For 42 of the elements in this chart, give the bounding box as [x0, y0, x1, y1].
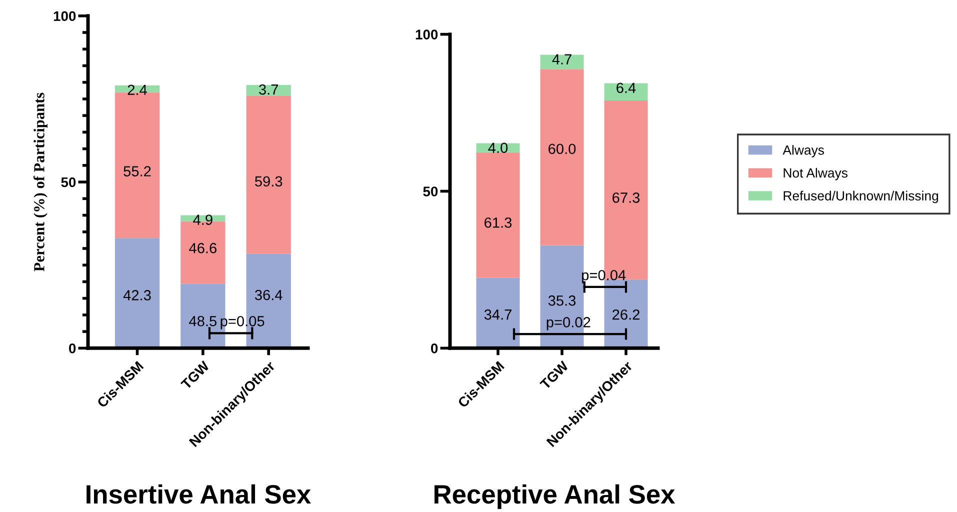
- annotation: 6.4: [616, 82, 636, 94]
- annotation: 61.3: [484, 217, 512, 228]
- y-axis-title: Percent (%) of Participants: [33, 92, 48, 272]
- annotation: 67.3: [612, 192, 640, 203]
- bar: [476, 152, 520, 278]
- annotation: p=0.04: [582, 270, 626, 284]
- annotation: 55.2: [124, 166, 151, 176]
- legend-label: Not Always: [784, 168, 848, 180]
- annotation: 59.3: [254, 176, 282, 187]
- annotation: 4.0: [488, 142, 508, 153]
- annotation: 3.7: [259, 84, 278, 95]
- annotation: 46.6: [189, 242, 216, 254]
- y-tick-label: 0: [431, 343, 438, 354]
- y-tick-label: 50: [61, 177, 76, 188]
- annotation: 26.2: [612, 309, 640, 320]
- annotation: p=0.02: [546, 317, 590, 330]
- bar: [540, 54, 584, 70]
- bar: [476, 143, 520, 152]
- annotation: 34.7: [484, 309, 512, 320]
- annotation: 36.4: [254, 290, 282, 300]
- annotation: 60.0: [548, 144, 576, 154]
- y-tick-label: 50: [423, 186, 438, 196]
- legend-label: Refused/Unknown/Missing: [784, 190, 938, 204]
- annotation: 35.3: [548, 295, 576, 306]
- text: Receptive Anal Sex: [434, 484, 676, 509]
- text: Insertive Anal Sex: [86, 484, 311, 504]
- annotation: 2.4: [128, 84, 147, 95]
- bar: [476, 278, 520, 348]
- bar: [246, 96, 291, 254]
- y-tick-label: 0: [69, 343, 76, 354]
- bar: [540, 69, 584, 246]
- bar: [114, 238, 160, 348]
- y-tick-label: 100: [54, 11, 76, 22]
- annotation: 42.3: [123, 290, 151, 300]
- y-tick-label: 100: [416, 30, 438, 40]
- legend-label: Always: [782, 145, 824, 158]
- annotation: 48.5: [189, 316, 217, 326]
- annotation: 4.9: [193, 214, 212, 225]
- annotation: p=0.05: [220, 316, 264, 330]
- annotation: 4.7: [552, 54, 572, 64]
- bar: [604, 83, 648, 101]
- bar: [246, 84, 291, 96]
